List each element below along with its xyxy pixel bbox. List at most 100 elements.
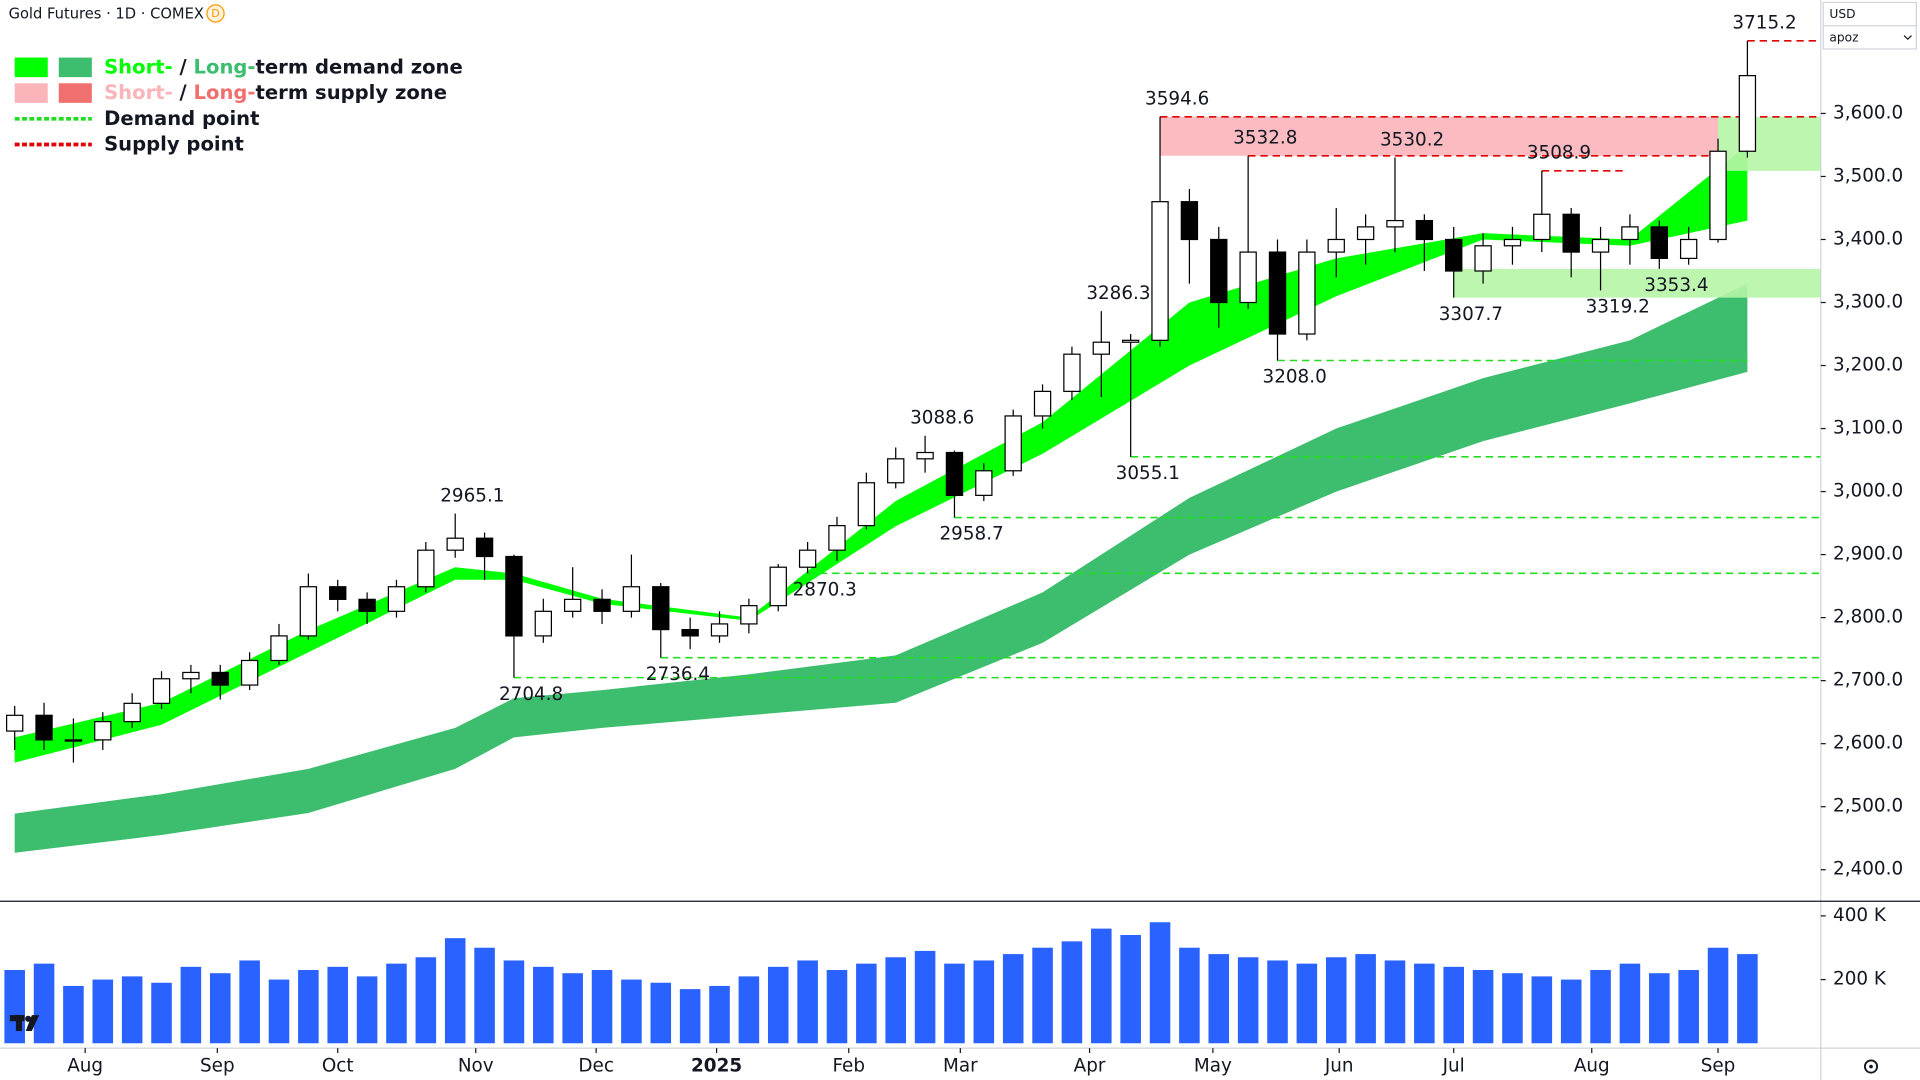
candle-body [299,586,318,637]
candle-body [857,482,876,527]
demand-point-label: 2736.4 [646,664,710,685]
candle-body [1474,245,1492,272]
currency[interactable]: USD [1829,7,1855,21]
candle-body [1180,201,1199,241]
volume-bar [151,982,172,1044]
candle-body [446,537,464,551]
y-tick-label: 3,200.0 [1833,355,1903,376]
x-tick-label: 2025 [691,1056,742,1077]
supply-point-label: 2965.1 [440,485,504,506]
volume-bar [444,938,466,1044]
volume-bar [1590,970,1611,1044]
legend-text: Demand point [104,106,259,129]
volume-bar [679,989,701,1044]
badge[interactable]: D [211,7,219,20]
y-tick-label: 2,900.0 [1833,544,1903,565]
legend-text: term demand zone [256,55,463,78]
volume-bar [1237,957,1259,1044]
demand-point-label: 3208.0 [1263,367,1327,388]
candle-body [1386,219,1404,228]
legend-text: / [173,55,194,78]
volume-bar [1649,973,1670,1044]
volume-bar [1149,922,1171,1044]
volume-bar [1091,928,1112,1044]
volume-bar [239,960,260,1044]
candle-body [622,586,641,612]
volume-bar [797,960,818,1044]
volume-bar [1296,963,1318,1044]
candle-body [270,635,288,662]
x-tick-label: Oct [322,1056,354,1077]
scale-mode[interactable]: apoz [1829,30,1858,44]
volume-bar [209,973,231,1044]
volume-bar [1061,941,1083,1044]
candle-body [417,549,435,588]
volume-bar [1267,960,1288,1044]
legend-text: Long- [194,55,256,78]
legend-label: Short- / Long-term supply zone [104,81,447,104]
candle-body [123,702,141,723]
candle-body [916,451,934,460]
x-tick-label: Sep [1701,1056,1736,1077]
candle-body [887,458,905,484]
legend-swatch [58,57,92,78]
volume-bar [298,970,319,1044]
volume-bar [767,966,789,1044]
supply-point-label: 3532.8 [1233,128,1297,149]
candle-body [681,628,699,637]
zone [1718,116,1821,171]
volume-bar [356,976,378,1044]
candle-body [211,671,229,686]
volume-bar [650,982,672,1044]
candle-body [1239,251,1257,304]
legend-text: Long- [194,81,256,104]
x-tick-label: Sep [200,1056,235,1077]
zone [1453,268,1821,298]
volume-bar [1002,954,1024,1044]
legend-label: Short- / Long-term demand zone [104,55,463,78]
candle-body [945,451,964,496]
candle-body [1268,251,1287,335]
volume-bar [914,950,936,1044]
supply-point-label: 3088.6 [910,408,974,429]
candle-body [740,605,758,625]
volume-tick-label: 400 K [1833,905,1887,926]
volume-bar [826,970,848,1044]
volume-bar [1355,954,1376,1044]
volume-bar [1531,976,1553,1044]
volume-bar [1414,963,1435,1044]
demand-point-label: 2870.3 [793,579,857,600]
supply-point-label: 3508.9 [1527,143,1591,164]
x-tick-label: Apr [1074,1056,1106,1077]
candle-body [710,623,729,637]
settings-icon[interactable] [1863,1059,1879,1074]
candle-body [152,678,171,704]
volume-bar [4,970,25,1044]
candle-body [1298,251,1316,335]
volume-tick-label: 200 K [1833,969,1887,990]
supply-point-label: 3715.2 [1732,13,1796,34]
candle-body [1650,226,1668,260]
candle-body [1004,415,1022,472]
demand-point-label: 3353.4 [1644,275,1708,296]
y-tick-label: 3,400.0 [1833,228,1903,249]
volume-bar [1707,947,1729,1044]
volume-bar [1619,963,1641,1044]
volume-bar [327,966,349,1044]
candle-body [1591,238,1610,253]
badge-icon[interactable] [206,4,225,23]
volume-bar [1678,970,1699,1044]
x-tick-label: May [1194,1056,1232,1077]
candle-body [975,470,993,496]
volume-bar [180,966,202,1044]
volume-bar [1032,947,1053,1044]
volume-bar [1384,960,1406,1044]
volume-bar [474,947,495,1044]
legend-label: Supply point [104,132,244,155]
dropdown-icon[interactable] [1903,35,1912,41]
x-tick-label: Aug [67,1056,103,1077]
volume-bar [533,966,554,1044]
candle-body [329,586,347,600]
